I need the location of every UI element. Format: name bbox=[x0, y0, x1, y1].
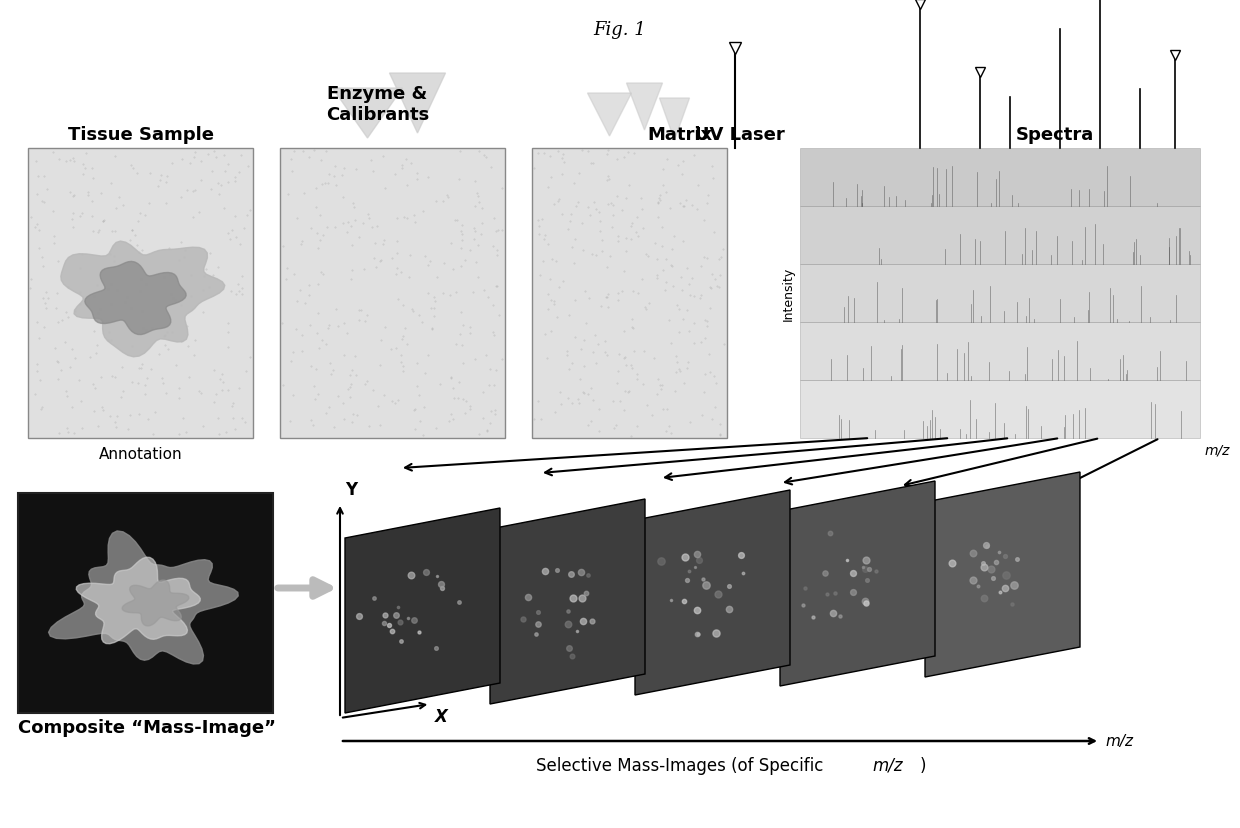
Polygon shape bbox=[588, 94, 631, 137]
Bar bbox=[532, 149, 727, 439]
Polygon shape bbox=[77, 557, 200, 644]
Text: Selective Mass-Images (of Specific: Selective Mass-Images (of Specific bbox=[536, 756, 828, 774]
Polygon shape bbox=[780, 481, 935, 686]
Text: UV Laser: UV Laser bbox=[696, 126, 785, 144]
Bar bbox=[800, 323, 1200, 381]
Text: Y: Y bbox=[345, 480, 357, 498]
Text: m/z: m/z bbox=[872, 756, 903, 774]
Text: Fig. 1: Fig. 1 bbox=[594, 21, 646, 39]
Polygon shape bbox=[660, 99, 689, 141]
Polygon shape bbox=[389, 74, 445, 134]
Bar bbox=[800, 265, 1200, 323]
Polygon shape bbox=[122, 580, 188, 626]
Bar bbox=[280, 149, 505, 439]
Text: Spectra: Spectra bbox=[1016, 126, 1094, 144]
Text: m/z: m/z bbox=[1105, 734, 1133, 749]
Bar bbox=[29, 149, 253, 439]
Text: Annotation: Annotation bbox=[99, 446, 182, 461]
Text: Tissue Sample: Tissue Sample bbox=[67, 126, 213, 144]
Polygon shape bbox=[61, 242, 224, 358]
Bar bbox=[19, 493, 273, 713]
Polygon shape bbox=[48, 532, 238, 664]
Bar bbox=[800, 207, 1200, 265]
Text: m/z: m/z bbox=[1205, 444, 1230, 457]
Bar bbox=[800, 149, 1200, 207]
Text: Matrix: Matrix bbox=[647, 126, 712, 144]
Text: Intensity: Intensity bbox=[782, 267, 795, 320]
Text: Enzyme &
Calibrants: Enzyme & Calibrants bbox=[326, 85, 429, 124]
Polygon shape bbox=[925, 473, 1080, 677]
Polygon shape bbox=[345, 508, 500, 713]
Bar bbox=[800, 381, 1200, 439]
Text: ): ) bbox=[919, 756, 926, 774]
Text: X: X bbox=[435, 707, 448, 725]
Polygon shape bbox=[626, 84, 662, 131]
Text: Composite “Mass-Image”: Composite “Mass-Image” bbox=[19, 718, 277, 736]
Polygon shape bbox=[84, 262, 186, 335]
Polygon shape bbox=[635, 490, 790, 696]
Polygon shape bbox=[332, 89, 403, 139]
Polygon shape bbox=[490, 499, 645, 704]
